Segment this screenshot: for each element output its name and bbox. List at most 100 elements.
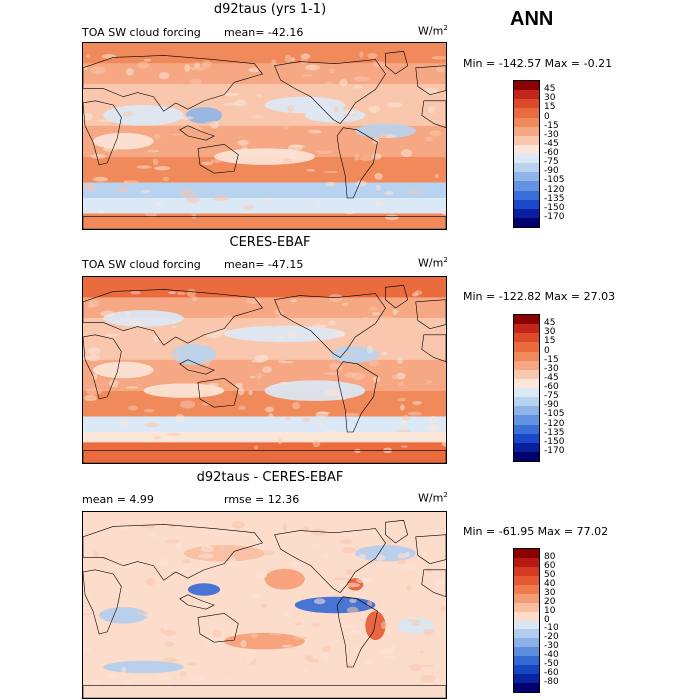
colorbar-tick-label: -10: [544, 623, 559, 634]
colorbar-tick-label: -15: [544, 354, 559, 365]
colorbar-swatch: [514, 90, 539, 100]
colorbar-tick-label: -135: [544, 193, 565, 204]
colorbar-tick-label: 30: [544, 327, 556, 338]
colorbar-tick-label: 20: [544, 596, 556, 607]
panel1-colorbar: [513, 80, 540, 228]
colorbar-tick-label: -45: [544, 372, 559, 383]
colorbar-tick-label: -60: [544, 148, 559, 158]
colorbar-swatch: [514, 647, 539, 657]
colorbar-swatch: [514, 163, 539, 173]
colorbar-tick-label: -45: [544, 138, 559, 149]
panel2-field-label: TOA SW cloud forcing: [82, 258, 201, 271]
colorbar-tick-label: -120: [544, 184, 565, 195]
colorbar-swatch: [514, 190, 539, 200]
colorbar-tick-label: -30: [544, 363, 559, 374]
colorbar-tick-label: -30: [544, 641, 559, 652]
colorbar-swatch: [514, 388, 539, 398]
panel3-colorbar: [513, 548, 540, 693]
colorbar-tick-label: -60: [544, 382, 559, 392]
colorbar-tick-label: -170: [544, 445, 565, 456]
colorbar-swatch: [514, 126, 539, 136]
colorbar-tick-label: 0: [544, 614, 550, 625]
colorbar-tick-label: 0: [544, 345, 550, 356]
colorbar-swatch: [514, 602, 539, 612]
colorbar-tick-label: -15: [544, 120, 559, 131]
colorbar-tick-label: -80: [544, 677, 559, 688]
colorbar-tick-label: -75: [544, 391, 559, 402]
colorbar-swatch: [514, 415, 539, 425]
panel2-units: W/m2: [418, 256, 448, 270]
colorbar-swatch: [514, 451, 539, 461]
colorbar-swatch: [514, 406, 539, 416]
panel1-map: [82, 42, 447, 230]
colorbar-tick-label: 0: [544, 111, 550, 122]
colorbar-swatch: [514, 315, 539, 325]
colorbar-tick-label: 50: [544, 569, 556, 580]
colorbar-tick-label: -50: [544, 659, 559, 670]
colorbar-swatch: [514, 144, 539, 154]
season-label: ANN: [510, 8, 554, 30]
colorbar-swatch: [514, 575, 539, 585]
colorbar-tick-label: -150: [544, 436, 565, 447]
colorbar-swatch: [514, 324, 539, 334]
colorbar-tick-label: 30: [544, 93, 556, 104]
colorbar-tick-label: 60: [544, 560, 556, 571]
colorbar-swatch: [514, 351, 539, 361]
colorbar-swatch: [514, 442, 539, 452]
colorbar-tick-label: -20: [544, 632, 559, 643]
colorbar-tick-label: -60: [544, 668, 559, 679]
colorbar-swatch: [514, 424, 539, 434]
panel2-colorbar: [513, 314, 540, 462]
panel3-rmse: rmse = 12.36: [224, 493, 300, 506]
colorbar-swatch: [514, 378, 539, 388]
panel2-map: [82, 276, 447, 464]
colorbar-swatch: [514, 154, 539, 164]
colorbar-swatch: [514, 397, 539, 407]
colorbar-swatch: [514, 611, 539, 621]
colorbar-swatch: [514, 433, 539, 443]
colorbar-swatch: [514, 360, 539, 370]
colorbar-swatch: [514, 199, 539, 209]
panel2-mean: mean= -47.15: [224, 258, 304, 271]
colorbar-tick-label: -170: [544, 211, 565, 222]
colorbar-swatch: [514, 683, 539, 692]
colorbar-swatch: [514, 593, 539, 603]
colorbar-swatch: [514, 665, 539, 675]
colorbar-swatch: [514, 217, 539, 227]
colorbar-swatch: [514, 620, 539, 630]
colorbar-tick-label: 15: [544, 336, 556, 347]
colorbar-tick-label: -90: [544, 400, 559, 411]
colorbar-tick-label: 15: [544, 102, 556, 113]
colorbar-swatch: [514, 333, 539, 343]
panel1-field-label: TOA SW cloud forcing: [82, 26, 201, 39]
colorbar-tick-label: 40: [544, 578, 556, 589]
colorbar-swatch: [514, 674, 539, 684]
colorbar-tick-label: -30: [544, 129, 559, 140]
colorbar-tick-label: 30: [544, 587, 556, 598]
colorbar-tick-label: 80: [544, 551, 556, 562]
panel3-mean: mean = 4.99: [82, 493, 154, 506]
colorbar-tick-label: -40: [544, 650, 559, 661]
colorbar-tick-label: -75: [544, 157, 559, 168]
panel1-mean: mean= -42.16: [224, 26, 304, 39]
colorbar-swatch: [514, 557, 539, 567]
colorbar-swatch: [514, 108, 539, 118]
colorbar-swatch: [514, 369, 539, 379]
panel1-units: W/m2: [418, 24, 448, 38]
colorbar-tick-label: -105: [544, 409, 565, 420]
colorbar-tick-label: 45: [544, 318, 556, 329]
colorbar-swatch: [514, 638, 539, 648]
panel2-title: CERES-EBAF: [229, 235, 311, 250]
colorbar-swatch: [514, 99, 539, 109]
colorbar-swatch: [514, 208, 539, 218]
colorbar-swatch: [514, 549, 539, 558]
colorbar-tick-label: -135: [544, 427, 565, 438]
colorbar-swatch: [514, 629, 539, 639]
colorbar-swatch: [514, 342, 539, 352]
colorbar-swatch: [514, 584, 539, 594]
colorbar-swatch: [514, 135, 539, 145]
panel3-units: W/m2: [418, 491, 448, 505]
colorbar-swatch: [514, 181, 539, 191]
panel3-map: [82, 511, 447, 699]
colorbar-tick-label: -150: [544, 202, 565, 213]
